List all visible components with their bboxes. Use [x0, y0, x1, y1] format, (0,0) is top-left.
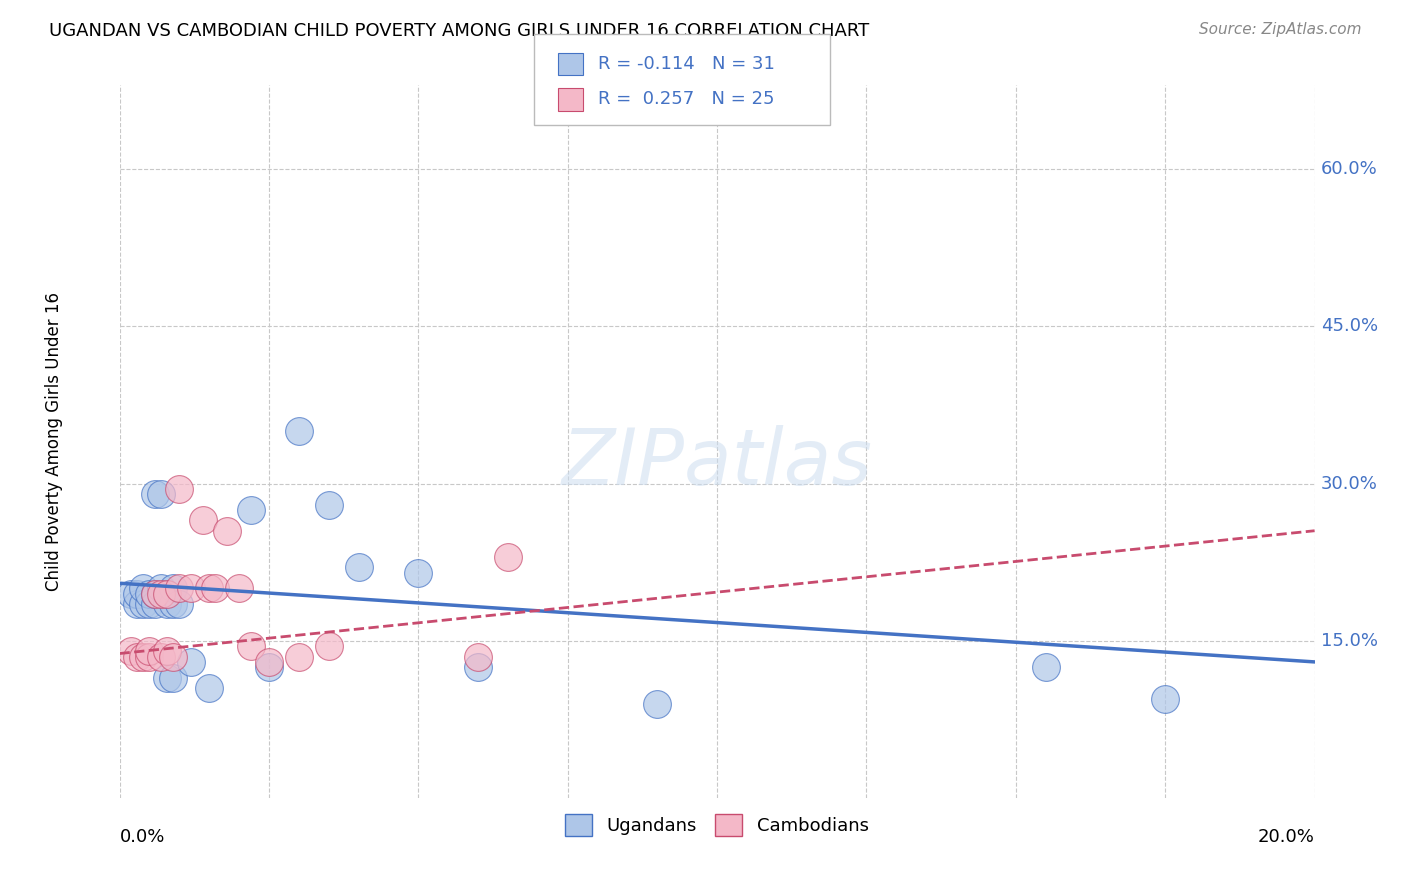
Point — [198, 681, 221, 695]
Point — [132, 582, 155, 596]
Point — [156, 597, 179, 611]
Point — [318, 498, 340, 512]
Point — [239, 502, 263, 516]
Point — [288, 649, 311, 664]
Text: R =  0.257   N = 25: R = 0.257 N = 25 — [598, 90, 775, 109]
Point — [150, 487, 173, 501]
Point — [162, 649, 184, 664]
Point — [180, 582, 202, 596]
Point — [288, 424, 311, 438]
Point — [1035, 660, 1057, 674]
Point — [145, 587, 166, 601]
Point — [347, 560, 370, 574]
Text: Source: ZipAtlas.com: Source: ZipAtlas.com — [1198, 22, 1361, 37]
Legend: Ugandans, Cambodians: Ugandans, Cambodians — [558, 806, 876, 843]
Point — [647, 697, 669, 711]
Point — [180, 655, 202, 669]
Point — [191, 513, 215, 527]
Point — [138, 649, 160, 664]
Point — [162, 671, 184, 685]
Point — [162, 582, 184, 596]
Text: 0.0%: 0.0% — [120, 829, 165, 847]
Text: 20.0%: 20.0% — [1258, 829, 1315, 847]
Point — [132, 649, 155, 664]
Point — [127, 649, 149, 664]
Point — [145, 487, 166, 501]
Point — [318, 639, 340, 653]
Text: UGANDAN VS CAMBODIAN CHILD POVERTY AMONG GIRLS UNDER 16 CORRELATION CHART: UGANDAN VS CAMBODIAN CHILD POVERTY AMONG… — [49, 22, 869, 40]
Point — [204, 582, 226, 596]
Text: 30.0%: 30.0% — [1320, 475, 1378, 492]
Point — [156, 644, 179, 658]
Text: 60.0%: 60.0% — [1320, 160, 1378, 178]
Point — [228, 582, 250, 596]
Point — [198, 582, 221, 596]
Point — [127, 587, 149, 601]
Point — [138, 644, 160, 658]
Point — [257, 660, 280, 674]
Point — [150, 582, 173, 596]
Point — [121, 644, 143, 658]
Point — [156, 587, 179, 601]
Text: ZIPatlas: ZIPatlas — [561, 425, 873, 501]
Point — [132, 597, 155, 611]
Point — [156, 587, 179, 601]
Point — [217, 524, 239, 538]
Text: 15.0%: 15.0% — [1320, 632, 1378, 650]
Point — [1154, 691, 1177, 706]
Point — [145, 587, 166, 601]
Point — [150, 649, 173, 664]
Point — [239, 639, 263, 653]
Text: Child Poverty Among Girls Under 16: Child Poverty Among Girls Under 16 — [45, 292, 63, 591]
Point — [496, 549, 519, 564]
Point — [467, 649, 489, 664]
Point — [138, 597, 160, 611]
Point — [408, 566, 430, 580]
Point — [138, 587, 160, 601]
Point — [162, 597, 184, 611]
Point — [169, 482, 191, 496]
Point — [169, 597, 191, 611]
Text: 45.0%: 45.0% — [1320, 317, 1378, 335]
Point — [169, 582, 191, 596]
Point — [150, 587, 173, 601]
Text: R = -0.114   N = 31: R = -0.114 N = 31 — [598, 55, 775, 73]
Point — [467, 660, 489, 674]
Point — [145, 597, 166, 611]
Point — [121, 587, 143, 601]
Point — [127, 597, 149, 611]
Point — [156, 671, 179, 685]
Point — [257, 655, 280, 669]
